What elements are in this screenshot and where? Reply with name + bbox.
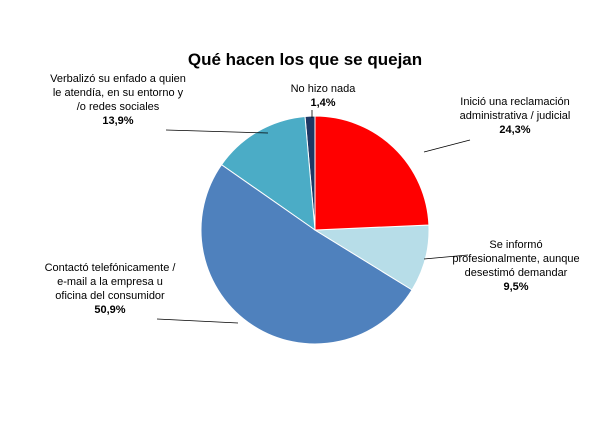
category-label: Inició una reclamación administrativa / … [459,96,571,122]
value-label: 1,4% [310,97,336,109]
category-label: No hizo nada [290,83,356,95]
value-label: 13,9% [102,115,134,127]
value-label: 24,3% [499,124,531,136]
leader-line [423,139,471,153]
category-label: Se informó profesionalmente, aunque dese… [452,239,580,279]
value-label: 50,9% [94,304,126,316]
data-label: Se informó profesionalmente, aunque dese… [452,238,580,294]
data-label: Inició una reclamación administrativa / … [455,95,575,137]
category-label: Contactó telefónicamente / e-mail a la e… [44,262,176,302]
leader-line [423,254,469,260]
data-label: Contactó telefónicamente / e-mail a la e… [40,261,180,317]
pie-slice [200,164,413,345]
category-label: Verbalizó su enfado a quien le atendía, … [50,73,186,113]
value-label: 9,5% [503,281,529,293]
chart-title: Qué hacen los que se quejan [187,50,423,69]
data-label: No hizo nada 1,4% [275,82,371,110]
pie-slice [314,115,430,231]
leader-line [156,318,239,324]
pie-slice [220,115,316,232]
data-label: Verbalizó su enfado a quien le atendía, … [50,72,186,128]
leader-line [165,129,269,134]
